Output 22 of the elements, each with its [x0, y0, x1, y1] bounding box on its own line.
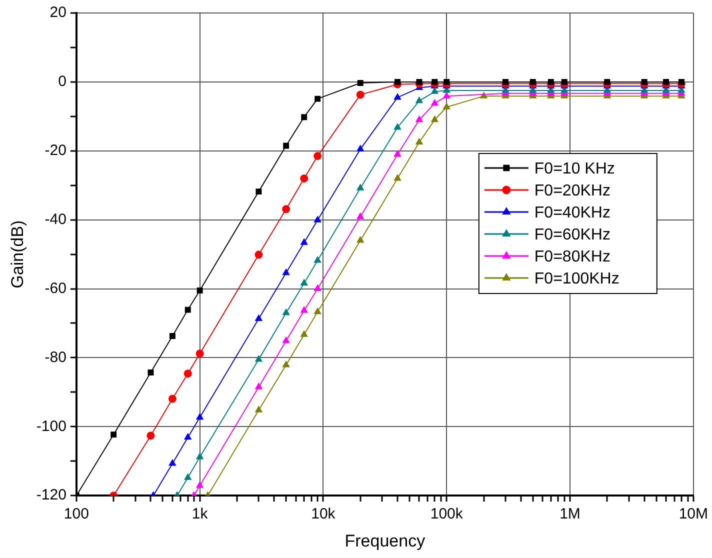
- legend-label: F0=80KHz: [534, 248, 610, 266]
- y-tick-label: -100: [36, 418, 66, 435]
- y-tick-label: -40: [44, 210, 66, 228]
- x-tick-label: 1k: [192, 506, 208, 523]
- x-tick-label: 100k: [430, 506, 464, 523]
- y-tick-label: 0: [58, 73, 66, 90]
- y-tick-label: -20: [44, 142, 66, 160]
- legend-label: F0=100KHz: [534, 270, 620, 288]
- x-axis-title: Frequency: [344, 531, 426, 550]
- y-tick-label: 20: [50, 4, 66, 22]
- x-tick-label: 100: [64, 506, 89, 523]
- y-tick-label: -80: [44, 348, 66, 366]
- legend-label: F0=20KHz: [534, 182, 610, 200]
- x-tick-label: 10k: [311, 506, 336, 523]
- y-axis-title: Gain(dB): [8, 220, 27, 288]
- x-tick-label: 1M: [560, 506, 580, 523]
- y-tick-label: -60: [44, 280, 66, 297]
- legend-label: F0=40KHz: [534, 204, 610, 222]
- y-tick-label: -120: [36, 486, 66, 504]
- legend-label: F0=10 KHz: [534, 160, 615, 178]
- x-tick-label: 10M: [678, 506, 708, 523]
- legend-label: F0=60KHz: [534, 226, 610, 244]
